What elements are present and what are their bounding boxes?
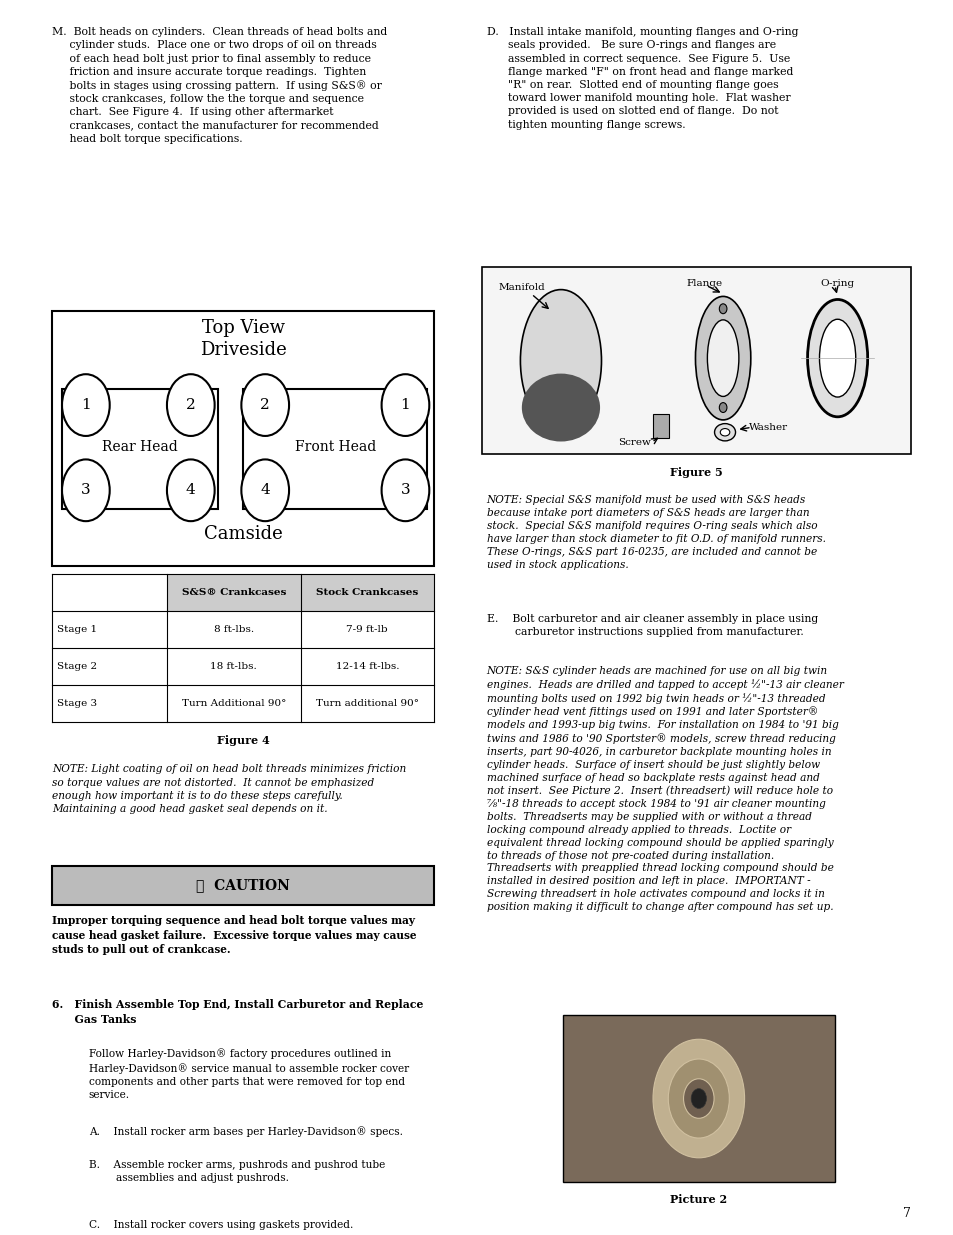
Circle shape (667, 1060, 728, 1139)
Text: 6.   Finish Assemble Top End, Install Carburetor and Replace
      Gas Tanks: 6. Finish Assemble Top End, Install Carb… (52, 999, 423, 1025)
Text: 12-14 ft-lbs.: 12-14 ft-lbs. (335, 662, 398, 672)
Text: Figure 4: Figure 4 (216, 735, 270, 746)
Ellipse shape (695, 296, 750, 420)
Text: 7-9 ft-lb: 7-9 ft-lb (346, 625, 388, 635)
Circle shape (682, 1079, 713, 1119)
Circle shape (167, 459, 214, 521)
Circle shape (719, 304, 726, 314)
Text: Flange: Flange (686, 279, 722, 288)
Text: 4: 4 (186, 483, 195, 498)
Circle shape (241, 459, 289, 521)
Text: A.    Install rocker arm bases per Harley-Davidson® specs.: A. Install rocker arm bases per Harley-D… (89, 1126, 402, 1137)
Circle shape (381, 459, 429, 521)
Text: 1: 1 (400, 398, 410, 412)
Circle shape (690, 1089, 705, 1109)
Text: NOTE: Special S&S manifold must be used with S&S heads
because intake port diame: NOTE: Special S&S manifold must be used … (486, 495, 824, 571)
Text: Stage 2: Stage 2 (57, 662, 97, 672)
Ellipse shape (806, 300, 867, 417)
Text: O-ring: O-ring (820, 279, 854, 288)
Text: Camside: Camside (204, 525, 282, 543)
Text: 18 ft-lbs.: 18 ft-lbs. (210, 662, 257, 672)
Text: Stock Crankcases: Stock Crankcases (315, 588, 418, 598)
Ellipse shape (521, 374, 599, 442)
Circle shape (167, 374, 214, 436)
Text: B.    Assemble rocker arms, pushrods and pushrod tube
        assemblies and adj: B. Assemble rocker arms, pushrods and pu… (89, 1160, 385, 1183)
FancyBboxPatch shape (62, 389, 217, 509)
Circle shape (719, 403, 726, 412)
Text: Front Head: Front Head (294, 440, 376, 454)
Ellipse shape (819, 320, 855, 398)
Text: 3: 3 (81, 483, 91, 498)
Text: Stage 3: Stage 3 (57, 699, 97, 709)
Text: Washer: Washer (748, 424, 787, 432)
Circle shape (62, 374, 110, 436)
FancyBboxPatch shape (167, 574, 434, 611)
Text: Improper torquing sequence and head bolt torque values may
cause head gasket fai: Improper torquing sequence and head bolt… (52, 915, 416, 956)
Text: D.   Install intake manifold, mounting flanges and O-ring
      seals provided. : D. Install intake manifold, mounting fla… (486, 27, 798, 130)
Text: E.    Bolt carburetor and air cleaner assembly in place using
        carburetor: E. Bolt carburetor and air cleaner assem… (486, 614, 817, 637)
Text: Manifold: Manifold (498, 283, 545, 291)
Text: Turn Additional 90°: Turn Additional 90° (181, 699, 286, 709)
Text: 2: 2 (186, 398, 195, 412)
Ellipse shape (707, 320, 738, 396)
Text: Figure 5: Figure 5 (669, 467, 722, 478)
Text: 8 ft-lbs.: 8 ft-lbs. (213, 625, 253, 635)
FancyBboxPatch shape (243, 389, 427, 509)
Ellipse shape (714, 424, 735, 441)
Text: C.    Install rocker covers using gaskets provided.: C. Install rocker covers using gaskets p… (89, 1220, 353, 1230)
Text: Stage 1: Stage 1 (57, 625, 97, 635)
Text: NOTE: S&S cylinder heads are machined for use on all big twin
engines.  Heads ar: NOTE: S&S cylinder heads are machined fo… (486, 666, 842, 913)
Circle shape (62, 459, 110, 521)
Text: S&S® Crankcases: S&S® Crankcases (181, 588, 286, 598)
Text: 4: 4 (260, 483, 270, 498)
Text: 2: 2 (260, 398, 270, 412)
Text: Rear Head: Rear Head (102, 440, 178, 454)
Text: NOTE: Light coating of oil on head bolt threads minimizes friction
so torque val: NOTE: Light coating of oil on head bolt … (52, 764, 406, 814)
Text: Top View
Driveside: Top View Driveside (200, 319, 286, 359)
Text: Screw: Screw (618, 438, 650, 447)
Text: Turn additional 90°: Turn additional 90° (315, 699, 418, 709)
Ellipse shape (720, 429, 729, 436)
FancyBboxPatch shape (52, 311, 434, 566)
FancyBboxPatch shape (52, 866, 434, 905)
FancyBboxPatch shape (653, 414, 668, 438)
Text: ⚠  CAUTION: ⚠ CAUTION (196, 878, 290, 893)
Ellipse shape (520, 290, 600, 432)
Circle shape (241, 374, 289, 436)
Text: 3: 3 (400, 483, 410, 498)
Circle shape (381, 374, 429, 436)
Text: Follow Harley-Davidson® factory procedures outlined in
Harley-Davidson® service : Follow Harley-Davidson® factory procedur… (89, 1049, 409, 1100)
Circle shape (652, 1040, 743, 1158)
Text: 1: 1 (81, 398, 91, 412)
FancyBboxPatch shape (562, 1015, 834, 1182)
Text: M.  Bolt heads on cylinders.  Clean threads of head bolts and
     cylinder stud: M. Bolt heads on cylinders. Clean thread… (52, 27, 387, 143)
FancyBboxPatch shape (481, 267, 910, 454)
Text: Picture 2: Picture 2 (670, 1194, 726, 1205)
Text: 7: 7 (902, 1207, 910, 1220)
